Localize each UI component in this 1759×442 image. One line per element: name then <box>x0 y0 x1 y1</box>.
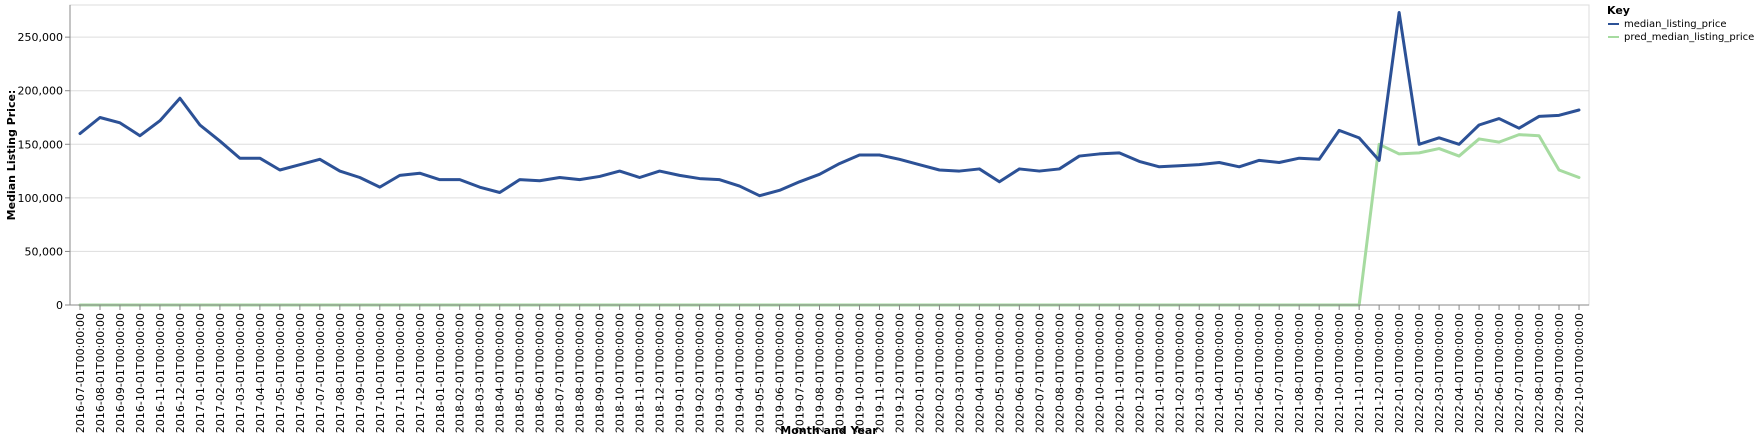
axis-layer: 0 50,000 100,000 150,000 200,000 250,000 2016-… <box>18 5 1589 433</box>
x-tick-label: 2022-08-01T00:00:00 <box>1533 313 1546 433</box>
x-tick-label: 2021-11-01T00:00:00 <box>1353 313 1366 433</box>
x-tick-label: 2018-03-01T00:00:00 <box>474 313 487 433</box>
series-line-pred_median_listing_price <box>78 133 1581 307</box>
x-axis-title: Month and Year <box>780 424 878 437</box>
x-tick-label: 2020-08-01T00:00:00 <box>1053 313 1066 433</box>
y-tick-label: 0 <box>56 299 63 312</box>
x-tick-label: 2020-10-01T00:00:00 <box>1093 313 1106 433</box>
x-tick-label: 2019-01-01T00:00:00 <box>674 313 687 433</box>
y-tick-label: 100,000 <box>18 192 64 205</box>
x-tick-label: 2016-07-01T00:00:00 <box>74 313 87 433</box>
x-tick-label: 2020-07-01T00:00:00 <box>1033 313 1046 433</box>
x-tick-label: 2017-06-01T00:00:00 <box>294 313 307 433</box>
y-axis-title: Median Listing Price: <box>5 90 18 221</box>
x-tick-label: 2021-01-01T00:00:00 <box>1153 313 1166 433</box>
x-tick-label: 2017-03-01T00:00:00 <box>234 313 247 433</box>
x-tick-label: 2019-03-01T00:00:00 <box>714 313 727 433</box>
x-tick-label: 2019-11-01T00:00:00 <box>873 313 886 433</box>
x-tick-label: 2018-06-01T00:00:00 <box>534 313 547 433</box>
x-tick-label: 2019-06-01T00:00:00 <box>774 313 787 433</box>
x-tick-label: 2016-10-01T00:00:00 <box>134 313 147 433</box>
x-tick-label: 2021-07-01T00:00:00 <box>1273 313 1286 433</box>
x-tick-label: 2021-04-01T00:00:00 <box>1213 313 1226 433</box>
x-tick-label: 2018-01-01T00:00:00 <box>434 313 447 433</box>
x-tick-label: 2016-08-01T00:00:00 <box>94 313 107 433</box>
x-tick-label: 2020-04-01T00:00:00 <box>973 313 986 433</box>
x-tick-label: 2019-12-01T00:00:00 <box>893 313 906 433</box>
x-tick-label: 2016-09-01T00:00:00 <box>114 313 127 433</box>
y-tick-label: 250,000 <box>18 31 64 44</box>
y-tick-label: 150,000 <box>18 138 64 151</box>
x-tick-label: 2018-05-01T00:00:00 <box>514 313 527 433</box>
x-tick-label: 2019-04-01T00:00:00 <box>734 313 747 433</box>
x-tick-label: 2018-07-01T00:00:00 <box>554 313 567 433</box>
x-tick-label: 2019-05-01T00:00:00 <box>754 313 767 433</box>
x-tick-label: 2019-07-01T00:00:00 <box>794 313 807 433</box>
x-tick-label: 2020-05-01T00:00:00 <box>993 313 1006 433</box>
x-tick-label: 2020-11-01T00:00:00 <box>1113 313 1126 433</box>
x-tick-label: 2021-06-01T00:00:00 <box>1253 313 1266 433</box>
x-tick-label: 2018-11-01T00:00:00 <box>634 313 647 433</box>
x-tick-label: 2018-02-01T00:00:00 <box>454 313 467 433</box>
x-tick-label: 2019-02-01T00:00:00 <box>694 313 707 433</box>
x-tick-label: 2016-11-01T00:00:00 <box>154 313 167 433</box>
x-tick-label: 2020-02-01T00:00:00 <box>933 313 946 433</box>
legend-label-median_listing_price: median_listing_price <box>1624 19 1727 30</box>
x-tick-label: 2021-05-01T00:00:00 <box>1233 313 1246 433</box>
x-tick-label: 2017-01-01T00:00:00 <box>194 313 207 433</box>
legend: Key median_listing_price pred_median_list… <box>1607 4 1754 43</box>
x-tick-label: 2020-01-01T00:00:00 <box>913 313 926 433</box>
series-line-median_listing_price <box>78 11 1581 198</box>
plot-frame <box>69 4 1590 306</box>
x-tick-label: 2018-09-01T00:00:00 <box>594 313 607 433</box>
x-tick-label: 2022-04-01T00:00:00 <box>1453 313 1466 433</box>
x-tick-label: 2017-08-01T00:00:00 <box>334 313 347 433</box>
x-tick-label: 2017-09-01T00:00:00 <box>354 313 367 433</box>
x-tick-label: 2021-10-01T00:00:00 <box>1333 313 1346 433</box>
x-tick-label: 2022-07-01T00:00:00 <box>1513 313 1526 433</box>
x-tick-label: 2022-01-01T00:00:00 <box>1393 313 1406 433</box>
x-tick-label: 2017-02-01T00:00:00 <box>214 313 227 433</box>
x-tick-label: 2021-12-01T00:00:00 <box>1373 313 1386 433</box>
legend-label-pred_median_listing_price: pred_median_listing_price <box>1624 32 1754 43</box>
x-tick-label: 2020-12-01T00:00:00 <box>1133 313 1146 433</box>
x-tick-label: 2017-07-01T00:00:00 <box>314 313 327 433</box>
x-tick-label: 2020-03-01T00:00:00 <box>953 313 966 433</box>
legend-items: median_listing_price pred_median_listing_… <box>1608 19 1754 43</box>
x-tick-label: 2017-04-01T00:00:00 <box>254 313 267 433</box>
y-tick-label: 200,000 <box>18 85 64 98</box>
x-tick-label: 2022-02-01T00:00:00 <box>1413 313 1426 433</box>
y-tick-label: 50,000 <box>25 245 64 258</box>
x-tick-label: 2020-06-01T00:00:00 <box>1013 313 1026 433</box>
x-tick-label: 2017-11-01T00:00:00 <box>394 313 407 433</box>
x-tick-label: 2018-12-01T00:00:00 <box>654 313 667 433</box>
x-tick-label: 2022-06-01T00:00:00 <box>1493 313 1506 433</box>
x-tick-label: 2018-04-01T00:00:00 <box>494 313 507 433</box>
x-tick-label: 2017-05-01T00:00:00 <box>274 313 287 433</box>
x-tick-label: 2021-03-01T00:00:00 <box>1193 313 1206 433</box>
x-tick-label: 2019-09-01T00:00:00 <box>833 313 846 433</box>
x-tick-label: 2018-10-01T00:00:00 <box>614 313 627 433</box>
x-tick-label: 2016-12-01T00:00:00 <box>174 313 187 433</box>
x-tick-label: 2021-09-01T00:00:00 <box>1313 313 1326 433</box>
x-tick-label: 2022-03-01T00:00:00 <box>1433 313 1446 433</box>
grid-layer <box>70 36 1589 306</box>
x-tick-label: 2022-05-01T00:00:00 <box>1473 313 1486 433</box>
x-tick-label: 2018-08-01T00:00:00 <box>574 313 587 433</box>
x-tick-label: 2022-09-01T00:00:00 <box>1553 313 1566 433</box>
x-tick-label: 2022-10-01T00:00:00 <box>1573 313 1586 433</box>
x-tick-label: 2019-08-01T00:00:00 <box>814 313 827 433</box>
x-tick-label: 2019-10-01T00:00:00 <box>853 313 866 433</box>
x-tick-label: 2020-09-01T00:00:00 <box>1073 313 1086 433</box>
legend-title: Key <box>1607 4 1630 17</box>
series-layer <box>78 11 1581 307</box>
x-tick-label: 2017-12-01T00:00:00 <box>414 313 427 433</box>
x-tick-label: 2017-10-01T00:00:00 <box>374 313 387 433</box>
x-tick-label: 2021-08-01T00:00:00 <box>1293 313 1306 433</box>
x-tick-label: 2021-02-01T00:00:00 <box>1173 313 1186 433</box>
